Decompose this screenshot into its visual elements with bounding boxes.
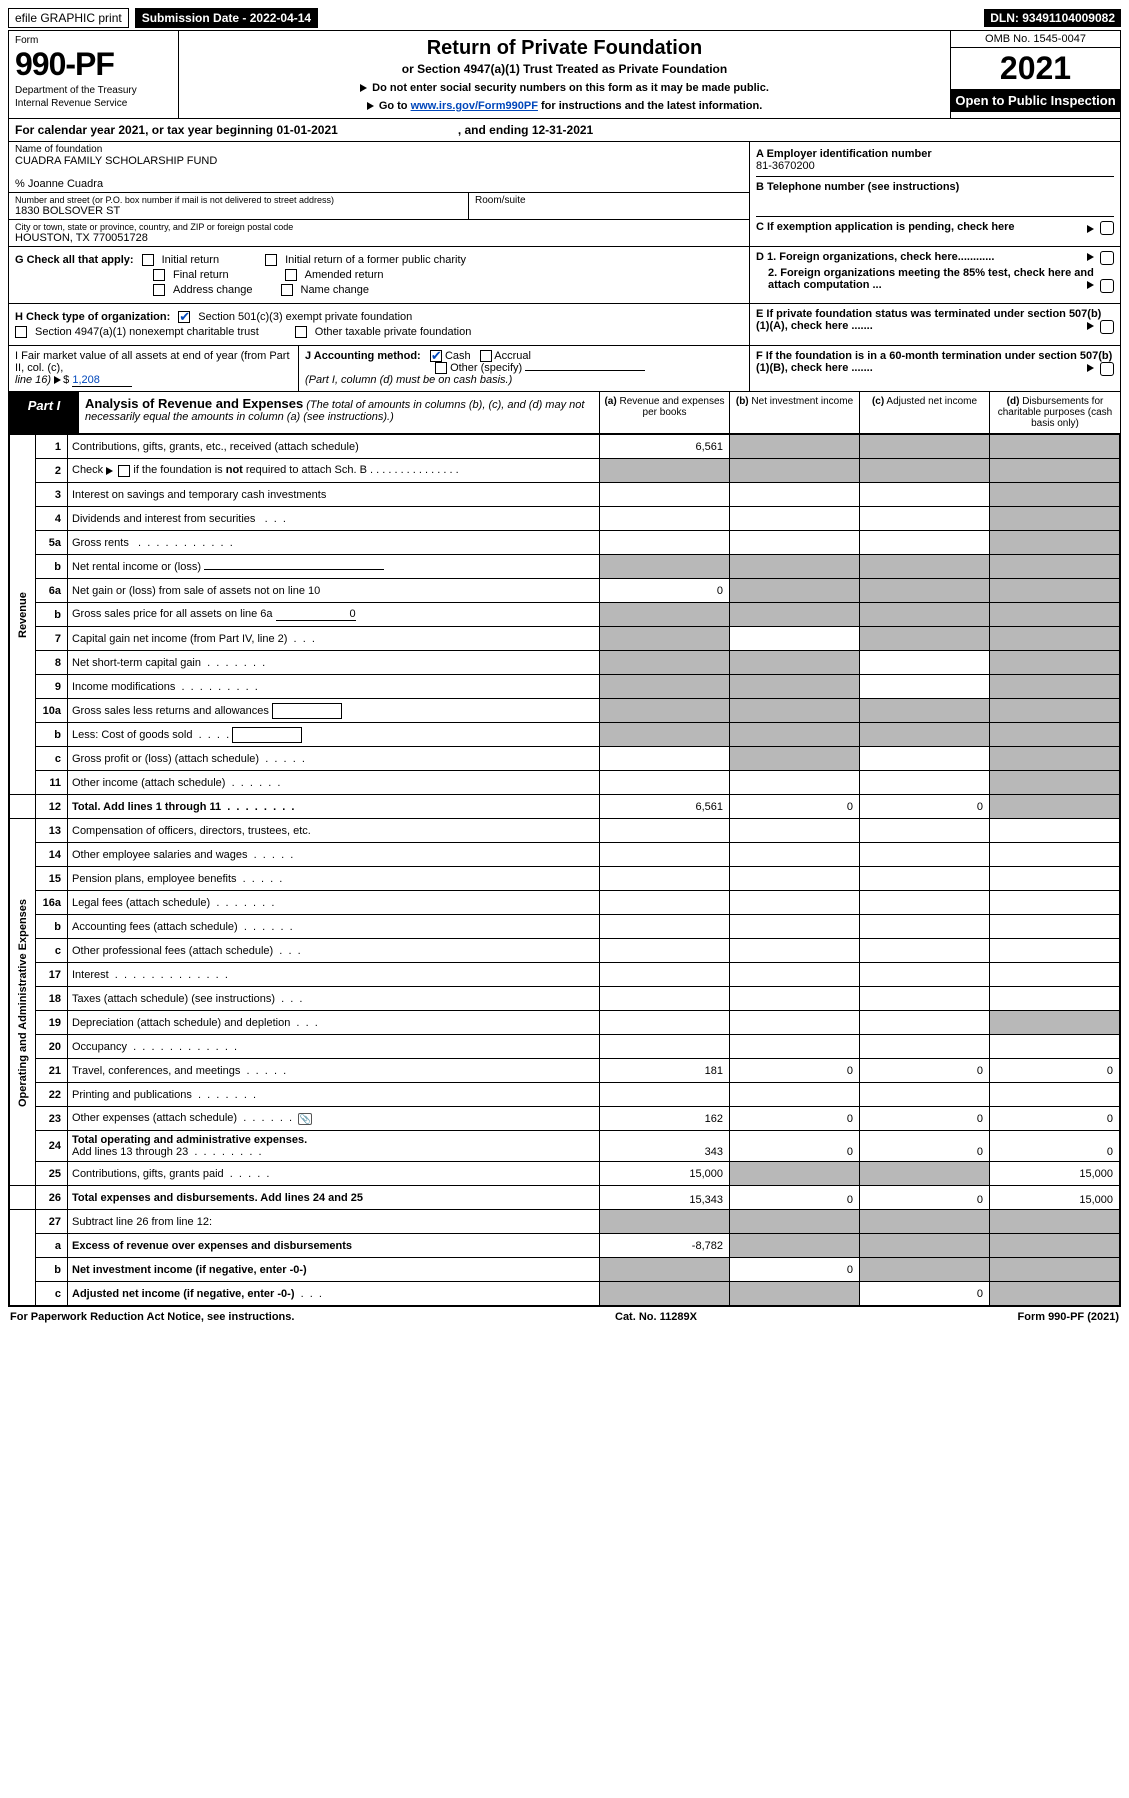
c-label: C If exemption application is pending, c… xyxy=(756,221,1015,233)
form-container: Form 990-PF Department of the Treasury I… xyxy=(8,30,1121,1307)
cal-year-begin: For calendar year 2021, or tax year begi… xyxy=(15,123,338,137)
d1-row: D 1. Foreign organizations, check here..… xyxy=(756,251,1114,263)
page-footer: For Paperwork Reduction Act Notice, see … xyxy=(8,1307,1121,1327)
fmv-block: I Fair market value of all assets at end… xyxy=(9,346,299,391)
col-c-header: (c) Adjusted net income xyxy=(860,392,990,433)
form-note-1: Do not enter social security numbers on … xyxy=(189,82,940,94)
form-label: Form xyxy=(15,35,172,46)
cb-other-specify[interactable] xyxy=(435,362,447,374)
form-subtitle: or Section 4947(a)(1) Trust Treated as P… xyxy=(189,62,940,76)
part-1-label: Part I xyxy=(9,392,79,433)
submission-date-box: Submission Date - 2022-04-14 xyxy=(135,8,318,28)
form-title: Return of Private Foundation xyxy=(189,37,940,60)
part-1-desc: Analysis of Revenue and Expenses (The to… xyxy=(79,392,600,433)
footer-mid: Cat. No. 11289X xyxy=(615,1311,697,1323)
ein-value: 81-3670200 xyxy=(756,160,815,172)
f-checkbox[interactable] xyxy=(1100,362,1114,376)
expenses-side-label: Operating and Administrative Expenses xyxy=(10,819,36,1186)
cash-basis-note: (Part I, column (d) must be on cash basi… xyxy=(305,374,512,386)
street-cell: Number and street (or P.O. box number if… xyxy=(9,193,469,219)
h-label: H Check type of organization: xyxy=(15,311,170,323)
form-note-2: Go to www.irs.gov/Form990PF for instruct… xyxy=(189,100,940,112)
city-value: HOUSTON, TX 770051728 xyxy=(15,232,743,244)
col-d-header: (d) Disbursements for charitable purpose… xyxy=(990,392,1120,433)
cb-address-change[interactable] xyxy=(153,284,165,296)
ein-label: A Employer identification number xyxy=(756,148,932,160)
cb-initial-former[interactable] xyxy=(265,254,277,266)
city-label: City or town, state or province, country… xyxy=(15,222,743,232)
c-block: C If exemption application is pending, c… xyxy=(756,217,1114,237)
cb-final-return[interactable] xyxy=(153,269,165,281)
c-checkbox[interactable] xyxy=(1100,221,1114,235)
foundation-name: CUADRA FAMILY SCHOLARSHIP FUND xyxy=(15,155,743,167)
foundation-name-label: Name of foundation xyxy=(15,144,743,155)
efile-box: efile GRAPHIC print xyxy=(8,8,129,28)
form-year-block: OMB No. 1545-0047 2021 Open to Public In… xyxy=(950,31,1120,118)
footer-right: Form 990-PF (2021) xyxy=(1018,1311,1120,1323)
street-value: 1830 BOLSOVER ST xyxy=(15,205,462,217)
room-label: Room/suite xyxy=(475,195,743,206)
form-number: 990-PF xyxy=(15,46,172,83)
cb-501c3[interactable] xyxy=(178,311,190,323)
dept-treasury: Department of the Treasury xyxy=(15,85,172,96)
dln-box: DLN: 93491104009082 xyxy=(984,9,1121,27)
room-cell: Room/suite xyxy=(469,193,749,219)
tax-year: 2021 xyxy=(951,48,1120,89)
footer-left: For Paperwork Reduction Act Notice, see … xyxy=(10,1311,294,1323)
cal-year-end: , and ending 12-31-2021 xyxy=(458,123,593,137)
calendar-year-row: For calendar year 2021, or tax year begi… xyxy=(9,119,1120,142)
cb-other-taxable[interactable] xyxy=(295,326,307,338)
cb-cash[interactable] xyxy=(430,350,442,362)
col-a-header: (a) (a) Revenue and expenses per booksRe… xyxy=(600,392,730,433)
phone-block: B Telephone number (see instructions) xyxy=(756,177,1114,217)
attachment-icon[interactable]: 📎 xyxy=(298,1113,312,1125)
foundation-name-cell: Name of foundation CUADRA FAMILY SCHOLAR… xyxy=(9,142,749,193)
form-id-block: Form 990-PF Department of the Treasury I… xyxy=(9,31,179,118)
accounting-block: J Accounting method: Cash Accrual Other … xyxy=(299,346,750,391)
form-title-block: Return of Private Foundation or Section … xyxy=(179,31,950,118)
f-block: F If the foundation is in a 60-month ter… xyxy=(750,346,1120,391)
dept-irs: Internal Revenue Service xyxy=(15,98,172,109)
d1-checkbox[interactable] xyxy=(1100,251,1114,265)
street-label: Number and street (or P.O. box number if… xyxy=(15,195,462,205)
care-of: % Joanne Cuadra xyxy=(15,178,743,190)
cb-4947[interactable] xyxy=(15,326,27,338)
e-checkbox[interactable] xyxy=(1100,320,1114,334)
revenue-side-label: Revenue xyxy=(10,435,36,795)
cb-accrual[interactable] xyxy=(480,350,492,362)
cb-initial-return[interactable] xyxy=(142,254,154,266)
ein-block: A Employer identification number 81-3670… xyxy=(756,144,1114,177)
fmv-value: 1,208 xyxy=(72,374,132,387)
e-row: E If private foundation status was termi… xyxy=(756,308,1114,332)
omb-number: OMB No. 1545-0047 xyxy=(951,31,1120,48)
form-link[interactable]: www.irs.gov/Form990PF xyxy=(411,100,538,112)
d2-checkbox[interactable] xyxy=(1100,279,1114,293)
d2-row: 2. Foreign organizations meeting the 85%… xyxy=(756,267,1114,291)
cb-name-change[interactable] xyxy=(281,284,293,296)
analysis-table: Revenue 1Contributions, gifts, grants, e… xyxy=(9,434,1120,1306)
open-inspection: Open to Public Inspection xyxy=(951,89,1120,112)
city-cell: City or town, state or province, country… xyxy=(9,219,749,246)
cb-amended-return[interactable] xyxy=(285,269,297,281)
g-row: G Check all that apply: Initial return I… xyxy=(15,254,743,266)
col-b-header: (b) Net investment income xyxy=(730,392,860,433)
phone-label: B Telephone number (see instructions) xyxy=(756,181,959,193)
g-label: G Check all that apply: xyxy=(15,254,134,266)
